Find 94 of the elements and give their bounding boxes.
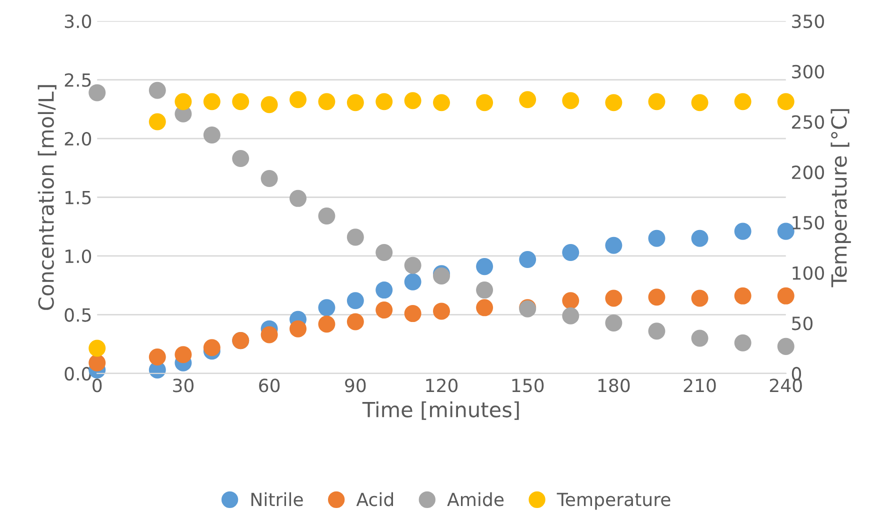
point bbox=[648, 288, 666, 306]
point bbox=[404, 92, 422, 110]
legend-label: Acid bbox=[356, 492, 393, 506]
point bbox=[148, 348, 166, 366]
point bbox=[648, 230, 666, 247]
point bbox=[691, 290, 708, 307]
point bbox=[260, 170, 278, 187]
x-tick-label: 180 bbox=[598, 378, 630, 392]
point bbox=[290, 91, 307, 108]
point bbox=[777, 93, 794, 110]
point bbox=[346, 94, 364, 112]
x-tick-label: 60 bbox=[259, 378, 280, 392]
point bbox=[88, 340, 106, 357]
y-tick-label: 2.0 bbox=[64, 132, 92, 146]
y2-tick-label: 200 bbox=[792, 166, 824, 180]
point bbox=[376, 282, 393, 299]
point bbox=[777, 222, 794, 240]
point bbox=[203, 126, 220, 144]
point bbox=[318, 316, 336, 333]
point bbox=[562, 307, 580, 324]
point bbox=[404, 256, 422, 274]
legend-label: Amide bbox=[447, 492, 504, 506]
point bbox=[734, 334, 752, 352]
x-tick-label: 150 bbox=[512, 378, 544, 392]
point bbox=[734, 222, 752, 240]
point bbox=[691, 230, 708, 247]
point bbox=[174, 93, 192, 110]
point bbox=[404, 305, 422, 322]
legend-label: Nitrile bbox=[251, 492, 303, 506]
point bbox=[605, 290, 622, 307]
x-tick-label: 210 bbox=[684, 378, 716, 392]
x-tick-label: 90 bbox=[345, 378, 366, 392]
point bbox=[203, 339, 220, 356]
point bbox=[290, 320, 307, 338]
point bbox=[290, 190, 307, 207]
point bbox=[318, 299, 336, 316]
point bbox=[691, 94, 708, 112]
point bbox=[346, 228, 364, 246]
point bbox=[605, 236, 622, 254]
point bbox=[562, 292, 580, 310]
point bbox=[232, 150, 250, 167]
y2-axis-title: Temperature [°C] bbox=[830, 109, 851, 288]
x-tick-label: 240 bbox=[770, 378, 802, 392]
point bbox=[648, 93, 666, 110]
point bbox=[691, 330, 708, 347]
point bbox=[346, 313, 364, 330]
y2-tick-label: 100 bbox=[792, 266, 824, 280]
point bbox=[777, 338, 794, 355]
point bbox=[203, 93, 220, 110]
point bbox=[174, 346, 192, 364]
y-tick-label: 3.0 bbox=[64, 14, 92, 28]
point bbox=[519, 91, 536, 108]
point bbox=[734, 93, 752, 110]
y-tick-label: 0.5 bbox=[64, 308, 91, 322]
point bbox=[562, 244, 580, 261]
point bbox=[605, 314, 622, 332]
point bbox=[476, 258, 494, 276]
point bbox=[605, 94, 622, 112]
x-tick-label: 120 bbox=[426, 378, 458, 392]
point bbox=[476, 299, 494, 316]
y-tick-label: 1.0 bbox=[66, 249, 92, 264]
x-tick-label: 0 bbox=[92, 378, 102, 392]
y2-tick-label: 50 bbox=[792, 316, 813, 330]
y-tick-label: 2.5 bbox=[64, 73, 91, 87]
point bbox=[519, 251, 536, 268]
point bbox=[432, 302, 450, 320]
y-axis-title: Concentration [mol/L] bbox=[38, 85, 56, 310]
point bbox=[376, 244, 393, 261]
point bbox=[562, 92, 580, 110]
y2-tick-label: 350 bbox=[792, 14, 824, 28]
point bbox=[432, 94, 450, 112]
x-axis-title: Time [minutes] bbox=[362, 401, 519, 420]
y2-tick-label: 300 bbox=[792, 64, 824, 78]
point bbox=[318, 93, 336, 110]
point bbox=[346, 292, 364, 310]
point bbox=[777, 287, 794, 304]
point bbox=[232, 93, 250, 110]
point bbox=[734, 287, 752, 304]
x-tick-label: 30 bbox=[173, 378, 194, 392]
y2-tick-label: 250 bbox=[792, 115, 824, 129]
point bbox=[260, 326, 278, 344]
point bbox=[404, 273, 422, 290]
point bbox=[260, 96, 278, 114]
point bbox=[376, 302, 393, 319]
y2-tick-label: 150 bbox=[792, 216, 824, 230]
point bbox=[148, 113, 166, 130]
point bbox=[376, 93, 393, 110]
point bbox=[476, 94, 494, 112]
y-tick-label: 1.5 bbox=[66, 190, 91, 204]
point bbox=[318, 208, 336, 225]
point bbox=[476, 282, 494, 299]
point bbox=[148, 82, 166, 99]
point bbox=[648, 322, 666, 340]
legend-label: Temperature bbox=[556, 492, 670, 510]
